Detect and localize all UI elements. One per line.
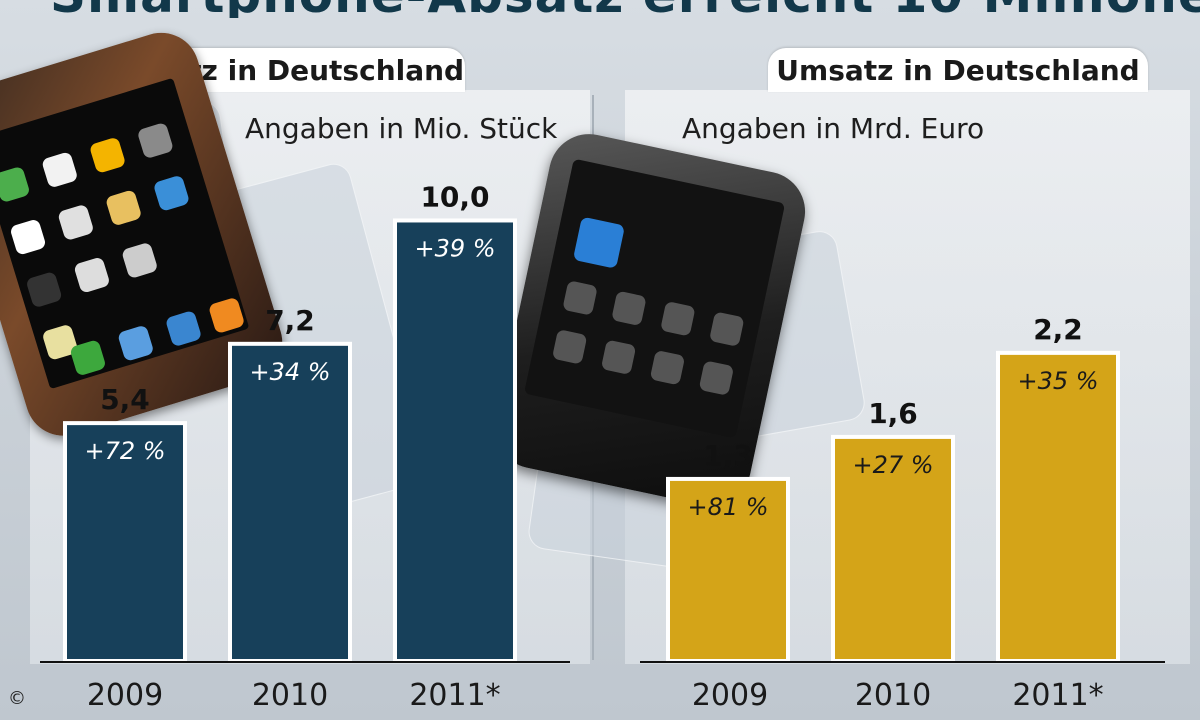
- revenue-growth-label: +81 %: [687, 493, 768, 521]
- sales-unit-label: Angaben in Mio. Stück: [245, 112, 558, 145]
- revenue-bar: [996, 350, 1120, 663]
- revenue-growth-label: +27 %: [852, 451, 933, 479]
- sales-year-label: 2010: [251, 678, 329, 713]
- revenue-baseline: [640, 661, 1165, 663]
- sales-year-label: 2011*: [409, 678, 501, 713]
- sales-growth-label: +34 %: [249, 358, 330, 386]
- sales-bar: [393, 218, 517, 663]
- sales-growth-label: +72 %: [84, 437, 165, 465]
- revenue-chart-title: Umsatz in Deutschland: [768, 48, 1148, 92]
- revenue-year-label: 2009: [691, 678, 769, 713]
- revenue-value-label: 1,3: [703, 439, 753, 472]
- revenue-bar: [666, 476, 790, 664]
- sales-value-label: 7,2: [265, 304, 315, 337]
- revenue-year-label: 2010: [854, 678, 932, 713]
- copyright-symbol: ©: [8, 688, 26, 709]
- sales-value-label: 10,0: [420, 180, 489, 213]
- revenue-growth-label: +35 %: [1017, 367, 1098, 395]
- sales-value-label: 5,4: [100, 383, 150, 416]
- headline: Smartphone-Absatz erreicht 10 Millionen …: [50, 0, 1200, 18]
- sales-growth-label: +39 %: [414, 234, 495, 262]
- sales-bar: [228, 341, 352, 663]
- revenue-value-label: 2,2: [1033, 313, 1083, 346]
- revenue-unit-label: Angaben in Mrd. Euro: [682, 112, 985, 145]
- sales-year-label: 2009: [86, 678, 164, 713]
- headline-banner: Smartphone-Absatz erreicht 10 Millionen …: [0, 0, 1200, 18]
- revenue-value-label: 1,6: [868, 397, 918, 430]
- sales-baseline: [40, 661, 570, 663]
- revenue-year-label: 2011*: [1012, 678, 1104, 713]
